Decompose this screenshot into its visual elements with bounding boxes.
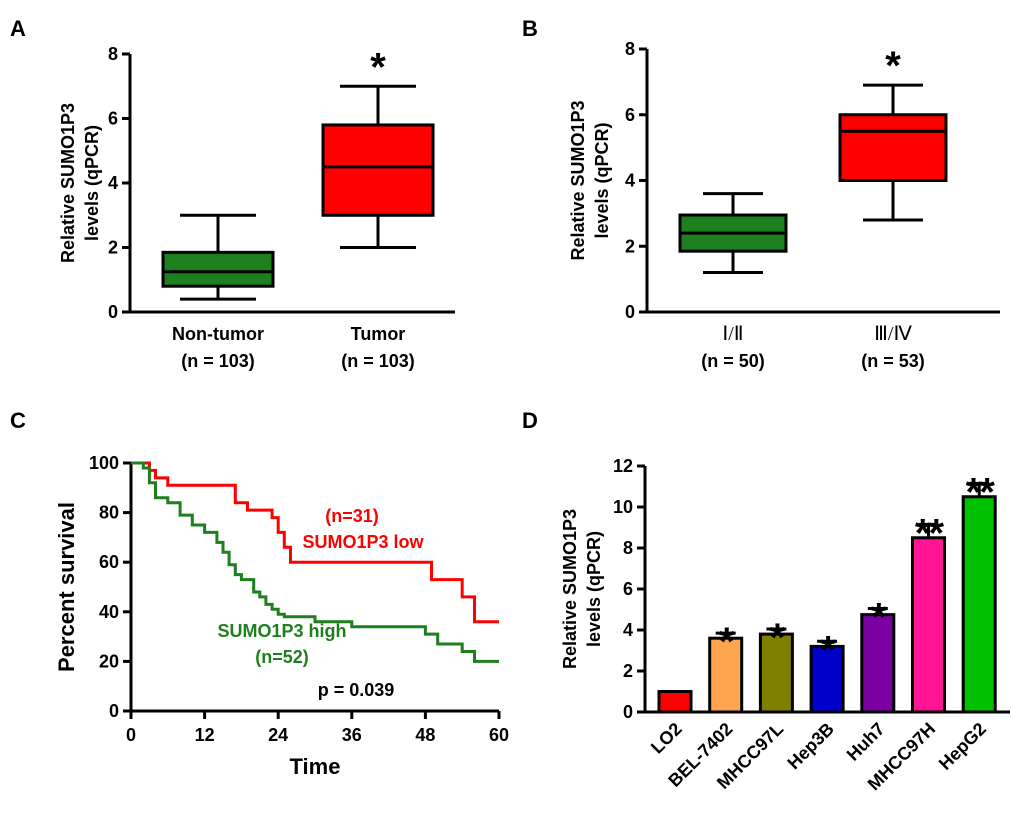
significance-marker: * xyxy=(885,44,901,88)
significance-marker: * xyxy=(871,595,887,639)
chart-b-boxplot: 0 2 4 6 8 Relative SUMO1P3 levels (qPCR) Ⅰ/Ⅱ (n … xyxy=(568,39,1000,371)
y-axis-label: levels (qPCR) xyxy=(584,531,604,647)
bar-huh7 xyxy=(860,613,896,714)
y-tick-label: 8 xyxy=(625,39,635,59)
y-tick-label: 0 xyxy=(108,302,118,322)
x-category-label: HepG2 xyxy=(935,719,990,774)
bar-mhcc97h xyxy=(911,536,946,714)
x-category-label: Ⅰ/Ⅱ xyxy=(722,323,743,345)
series-n-label-low: (n=31) xyxy=(325,506,379,526)
y-tick-label: 4 xyxy=(623,620,633,640)
x-category-n: (n = 103) xyxy=(341,351,415,371)
bar-hep3b xyxy=(809,644,845,714)
y-axis-label: Relative SUMO1P3 xyxy=(58,103,78,263)
y-tick-label: 2 xyxy=(623,661,633,681)
significance-marker: * xyxy=(770,616,786,660)
y-tick-label: 20 xyxy=(99,651,119,671)
x-category-n: (n = 103) xyxy=(181,351,255,371)
x-category-label: Ⅲ/Ⅳ xyxy=(874,323,912,345)
y-axis-label: levels (qPCR) xyxy=(82,125,102,241)
survival-curve-0 xyxy=(131,461,499,624)
x-category-label: Hep3B xyxy=(783,719,837,773)
x-category-label: LO2 xyxy=(647,719,686,758)
y-tick-label: 0 xyxy=(109,701,119,721)
significance-marker: * xyxy=(820,628,836,672)
significance-marker: * xyxy=(719,620,735,664)
x-tick-label: 60 xyxy=(489,725,509,745)
y-tick-label: 100 xyxy=(89,453,119,473)
series-n-label-high: (n=52) xyxy=(255,647,309,667)
bar-lo2 xyxy=(657,690,693,714)
y-tick-label: 8 xyxy=(108,44,118,64)
bar-hepg2 xyxy=(961,495,997,714)
x-category-n: (n = 50) xyxy=(701,351,765,371)
y-axis-label: levels (qPCR) xyxy=(592,122,612,238)
y-tick-label: 80 xyxy=(99,503,119,523)
chart-d-barchart: 0 2 4 6 8 10 12 Relative SUMO1P3 levels (qPCR) LO… xyxy=(560,456,1010,794)
y-tick-label: 8 xyxy=(623,538,633,558)
chart-a-boxplot: 0 2 4 6 8 Relative SUMO1P3 levels (qPCR) Non-tu… xyxy=(58,44,455,371)
x-tick-label: 12 xyxy=(195,725,215,745)
significance-marker: ** xyxy=(915,511,945,555)
x-category-label: Tumor xyxy=(351,324,406,344)
box-1 xyxy=(321,123,435,217)
series-name-label-high: SUMO1P3 high xyxy=(217,621,346,641)
y-tick-label: 4 xyxy=(625,171,635,191)
y-axis-label: Relative SUMO1P3 xyxy=(568,100,588,260)
y-tick-label: 0 xyxy=(625,302,635,322)
y-tick-label: 6 xyxy=(625,105,635,125)
y-axis-label: Percent survival xyxy=(54,502,79,672)
x-tick-label: 48 xyxy=(415,725,435,745)
chart-c-survival: 0 20 40 60 80 100 0 12 24 36 48 60 Time Percent survi… xyxy=(54,453,509,779)
panel-label-d: D xyxy=(522,408,538,433)
panel-label-a: A xyxy=(10,16,26,41)
y-tick-label: 6 xyxy=(623,579,633,599)
box-1 xyxy=(838,113,948,182)
y-tick-label: 6 xyxy=(108,109,118,129)
x-category-label: Non-tumor xyxy=(172,324,264,344)
series-name-label-low: SUMO1P3 low xyxy=(302,532,424,552)
bar-bel-7402 xyxy=(708,636,744,714)
y-tick-label: 40 xyxy=(99,602,119,622)
y-axis-label: Relative SUMO1P3 xyxy=(560,509,580,669)
significance-marker: * xyxy=(370,45,386,89)
significance-marker: ** xyxy=(966,470,996,514)
y-tick-label: 2 xyxy=(108,238,118,258)
y-tick-label: 12 xyxy=(613,456,633,476)
x-tick-label: 24 xyxy=(268,725,288,745)
x-category-label: Huh7 xyxy=(843,719,889,765)
box-0 xyxy=(161,250,275,288)
y-tick-label: 4 xyxy=(108,173,118,193)
x-category-n: (n = 53) xyxy=(861,351,925,371)
y-tick-label: 60 xyxy=(99,552,119,572)
y-tick-label: 10 xyxy=(613,497,633,517)
y-tick-label: 2 xyxy=(625,236,635,256)
x-tick-label: 0 xyxy=(126,725,136,745)
x-axis-label: Time xyxy=(290,754,341,779)
panel-label-c: C xyxy=(10,408,26,433)
y-tick-label: 0 xyxy=(623,702,633,722)
x-tick-label: 36 xyxy=(342,725,362,745)
survival-curve-1 xyxy=(131,461,499,663)
panel-label-b: B xyxy=(522,16,538,41)
p-value-annotation: p = 0.039 xyxy=(318,680,395,700)
